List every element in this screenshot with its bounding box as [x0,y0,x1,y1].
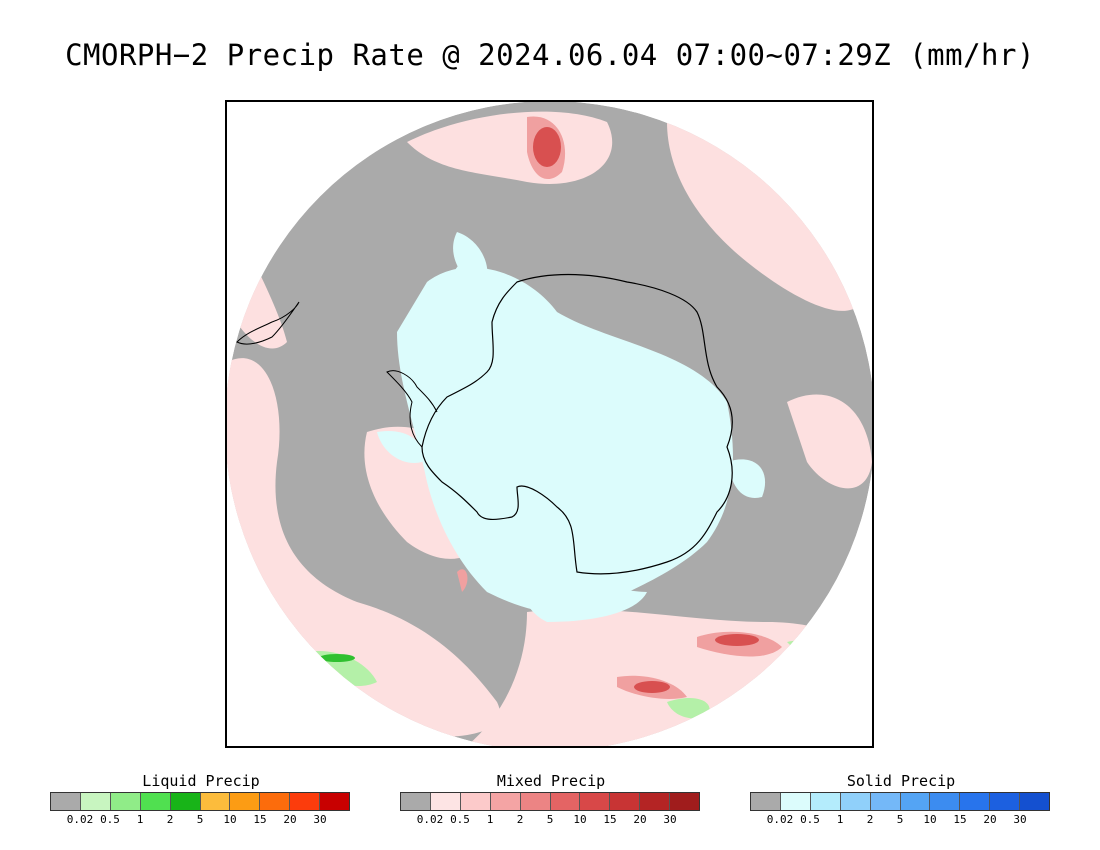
legend-tick: 5 [546,813,554,826]
legend-tick: 2 [866,813,874,826]
legend-title: Solid Precip [846,772,956,790]
legend-tick-labels: 0.02 0.5 1 2 5 10 15 20 30 [50,811,352,826]
legend-color-bar [400,792,700,811]
legend-color-bar [750,792,1050,811]
legend-tick: 0.02 [416,813,444,826]
legend-swatch [520,793,551,810]
legend-swatch [230,793,261,810]
precip-map [225,100,874,748]
legend-swatch [610,793,641,810]
legend-tick: 20 [283,813,297,826]
legend-tick: 5 [896,813,904,826]
legend-swatch [170,793,201,810]
legend-tick: 2 [516,813,524,826]
legend-tick: 5 [196,813,204,826]
legend-tick: 0.5 [100,813,120,826]
legend-tick: 10 [223,813,237,826]
antarctica-coastline [421,273,733,575]
legend-swatch [930,793,961,810]
south-america-tip-coastline [236,301,300,345]
legend-tick: 1 [136,813,144,826]
legend-swatch [870,793,901,810]
legend-swatch [430,793,461,810]
solid-light-precip-regions [377,232,766,622]
mixed-heavy-precip-cells [533,127,759,693]
legend-swatch [140,793,171,810]
legend-tick-labels: 0.02 0.5 1 2 5 10 15 20 30 [400,811,702,826]
legend-swatch [960,793,991,810]
legend-tick: 0.02 [66,813,94,826]
legend-title: Liquid Precip [142,772,260,790]
legend-swatch [990,793,1021,810]
legend-swatch [670,793,700,810]
legend-color-bar [50,792,350,811]
legend-solid-precip: Solid Precip 0.02 0.5 1 2 5 10 15 20 30 [750,770,1052,826]
legend-swatch [810,793,841,810]
legend-swatch [320,793,350,810]
legend-tick: 20 [983,813,997,826]
legend-tick: 15 [953,813,967,826]
legend-tick: 10 [573,813,587,826]
legend-mixed-precip: Mixed Precip 0.02 0.5 1 2 5 10 15 20 30 [400,770,702,826]
legend-title: Mixed Precip [496,772,606,790]
projection-disk [227,102,872,746]
legend-swatch [80,793,111,810]
legend-tick-labels: 0.02 0.5 1 2 5 10 15 20 30 [750,811,1052,826]
legend-tick: 30 [1013,813,1027,826]
legend-swatch [401,793,431,810]
legend-tick: 2 [166,813,174,826]
legend-tick: 0.5 [800,813,820,826]
legend-tick: 30 [663,813,677,826]
legend-swatch [51,793,81,810]
legend-swatch [550,793,581,810]
legend-tick: 30 [313,813,327,826]
legend-swatch [840,793,871,810]
legend-tick: 0.5 [450,813,470,826]
legend-tick: 1 [836,813,844,826]
legend-swatch [110,793,141,810]
legend-swatch [900,793,931,810]
legend-swatch [1020,793,1050,810]
legend-tick: 1 [486,813,494,826]
legend-swatch [580,793,611,810]
legend-swatch [260,793,291,810]
legend-swatch [780,793,811,810]
legend-tick: 15 [253,813,267,826]
page-title: CMORPH−2 Precip Rate @ 2024.06.04 07:00~… [65,38,1035,72]
legend-swatch [460,793,491,810]
legend-swatch [200,793,231,810]
legend-tick: 10 [923,813,937,826]
legend-tick: 15 [603,813,617,826]
antarctic-peninsula-coastline [386,370,438,448]
legend-swatch [290,793,321,810]
liquid-moderate-precip-cells [319,654,355,662]
legend-tick: 20 [633,813,647,826]
legend-swatch [490,793,521,810]
polar-map-svg [227,102,872,746]
legend-swatch [751,793,781,810]
legend-tick: 0.02 [766,813,794,826]
legend-liquid-precip: Liquid Precip 0.02 0.5 1 2 5 10 15 20 30 [50,770,352,826]
legend-swatch [640,793,671,810]
